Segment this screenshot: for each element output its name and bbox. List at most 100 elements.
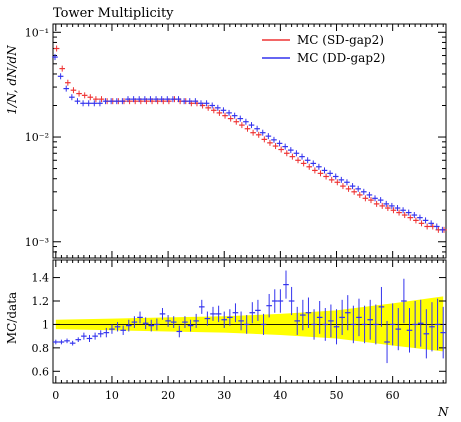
ratio-data-point xyxy=(154,318,160,331)
ratio-data-point xyxy=(434,298,441,351)
ratio-data-point xyxy=(86,334,93,342)
data-point-dd xyxy=(327,170,333,177)
data-point-sd xyxy=(390,207,397,214)
data-point-dd xyxy=(231,112,238,119)
ratio-data-point xyxy=(198,299,205,314)
ratio-data-point xyxy=(64,338,70,344)
data-point-dd xyxy=(175,96,182,103)
data-point-sd xyxy=(244,125,251,132)
data-point-dd xyxy=(366,191,373,198)
data-point-dd xyxy=(237,115,244,122)
data-point-dd xyxy=(360,188,367,195)
data-point-sd xyxy=(255,131,262,138)
main-frame xyxy=(52,23,447,259)
ratio-y-tick-label: 0.6 xyxy=(32,365,50,378)
data-point-dd xyxy=(394,205,401,212)
data-point-dd xyxy=(439,226,446,233)
data-point-dd xyxy=(158,96,165,103)
data-point-dd xyxy=(383,200,390,207)
ratio-data-point xyxy=(238,311,244,331)
data-point-dd xyxy=(69,94,75,101)
ratio-data-point xyxy=(232,303,239,323)
ratio-data-point xyxy=(81,332,87,340)
data-point-dd xyxy=(97,100,103,107)
data-point-dd xyxy=(422,217,429,224)
main-y-axis-label: 1/N, dN/dN xyxy=(5,45,19,115)
data-point-dd xyxy=(170,96,176,103)
ratio-data-point xyxy=(103,327,110,338)
ratio-data-point xyxy=(182,316,188,328)
x-tick-label: 60 xyxy=(386,389,400,402)
ratio-data-point xyxy=(311,309,317,340)
data-point-dd xyxy=(102,98,109,105)
data-point-dd xyxy=(192,98,199,105)
data-point-dd xyxy=(288,147,294,154)
data-point-sd xyxy=(407,214,414,221)
data-point-dd xyxy=(198,100,204,107)
chart-title: Tower Multiplicity xyxy=(53,6,174,21)
data-point-sd xyxy=(334,179,341,186)
ratio-data-point xyxy=(227,309,233,326)
data-point-dd xyxy=(321,167,328,174)
data-point-sd xyxy=(328,176,335,183)
x-axis-label: N xyxy=(437,405,449,419)
ratio-data-point xyxy=(350,305,357,344)
x-tick-label: 40 xyxy=(273,389,287,402)
data-point-dd xyxy=(428,220,434,227)
data-point-sd xyxy=(239,122,245,129)
data-point-sd xyxy=(345,185,352,192)
ratio-data-point xyxy=(412,301,418,348)
data-point-dd xyxy=(209,102,216,109)
x-tick-label: 20 xyxy=(161,389,175,402)
legend-entry-label: MC (SD-gap2) xyxy=(297,33,384,47)
y-tick-label: 10⁻³ xyxy=(25,236,49,249)
ratio-data-point xyxy=(221,311,228,328)
ratio-data-point xyxy=(389,303,396,346)
data-point-dd xyxy=(271,136,277,143)
data-point-sd xyxy=(418,220,425,227)
data-point-dd xyxy=(276,140,283,147)
data-point-dd xyxy=(52,54,58,61)
ratio-data-point xyxy=(322,308,329,341)
ratio-data-point xyxy=(125,319,132,332)
ratio-data-point xyxy=(328,304,334,338)
data-point-sd xyxy=(98,96,105,103)
data-point-dd xyxy=(181,98,187,105)
data-point-sd xyxy=(267,139,273,146)
ratio-data-point xyxy=(92,332,98,340)
ratio-data-point xyxy=(305,297,312,328)
ratio-data-point xyxy=(300,299,306,331)
data-point-sd xyxy=(70,87,77,94)
data-point-dd xyxy=(203,100,210,107)
ratio-y-tick-label: 1.2 xyxy=(32,295,50,308)
ratio-data-point xyxy=(204,311,211,326)
ratio-data-point xyxy=(384,320,390,364)
ratio-data-point xyxy=(131,316,138,328)
data-uncertainty-band xyxy=(55,296,444,352)
data-point-sd xyxy=(261,136,268,143)
ratio-data-point xyxy=(406,308,413,353)
data-point-sd xyxy=(323,173,329,180)
ratio-data-point xyxy=(288,286,295,316)
data-point-dd xyxy=(254,125,260,132)
data-point-dd xyxy=(136,96,143,103)
data-point-dd xyxy=(299,153,305,160)
data-point-dd xyxy=(400,207,406,214)
ratio-data-point xyxy=(423,309,430,359)
ratio-data-point xyxy=(316,301,323,334)
data-point-sd xyxy=(65,79,71,86)
data-point-sd xyxy=(211,107,217,114)
data-point-sd xyxy=(205,104,211,111)
y-tick-label: 10⁻² xyxy=(25,131,49,144)
data-point-dd xyxy=(153,96,159,103)
ratio-data-point xyxy=(69,340,76,346)
data-point-dd xyxy=(332,173,339,180)
chart-legend: MC (SD-gap2) MC (DD-gap2) xyxy=(262,33,385,65)
data-point-dd xyxy=(215,104,221,111)
data-point-sd xyxy=(227,115,234,122)
data-point-dd xyxy=(417,214,423,221)
data-point-sd xyxy=(59,65,66,72)
main-panel: 10⁻¹ 10⁻² 10⁻³ xyxy=(25,23,447,259)
ratio-panel: 0 10 20 30 40 50 60 0.6 0.8 1 1.2 1.4 xyxy=(32,259,447,402)
ratio-data-point xyxy=(417,299,424,347)
